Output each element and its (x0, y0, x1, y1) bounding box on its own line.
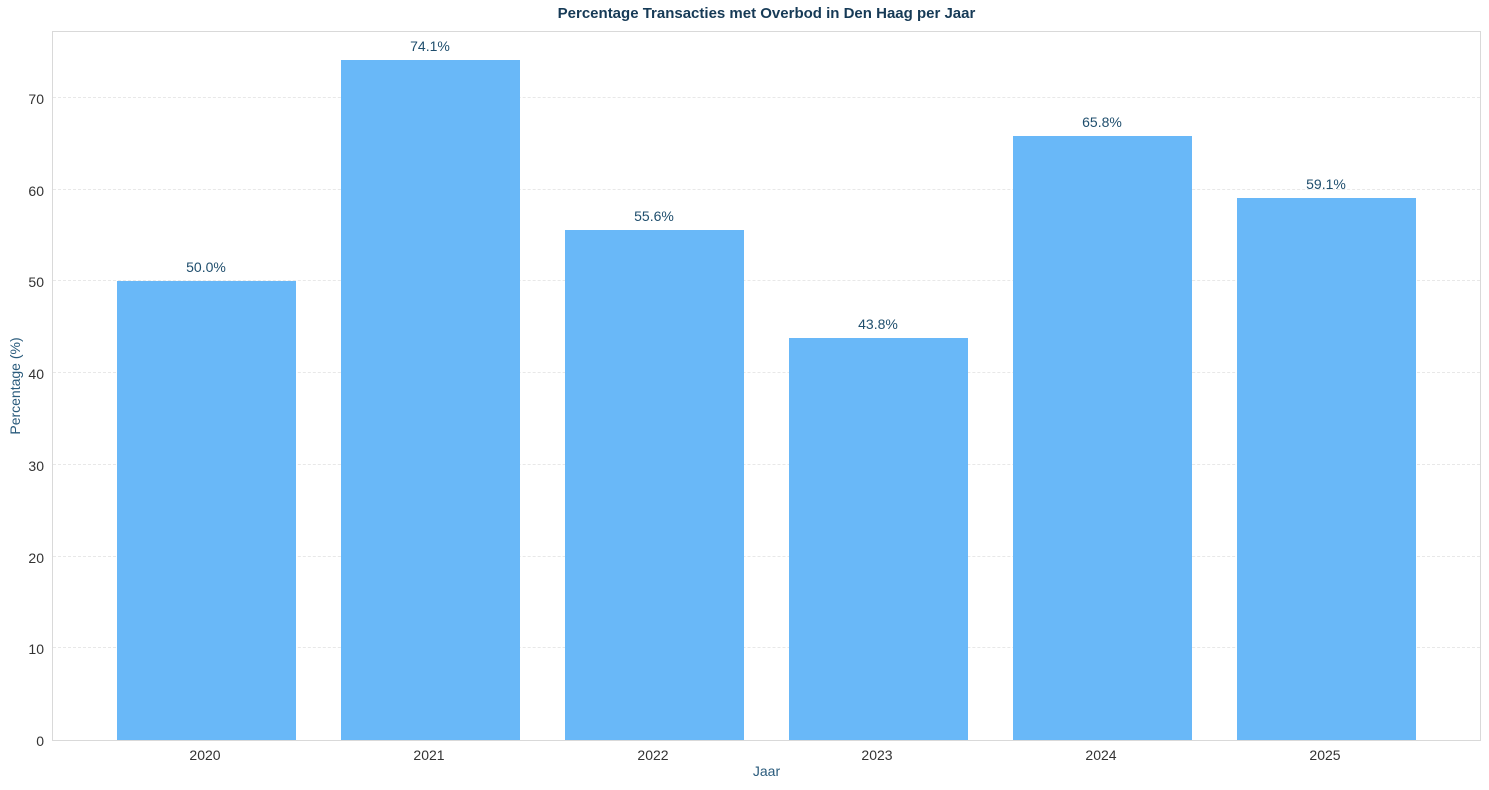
bar-2024 (1012, 136, 1192, 740)
gridline-10 (53, 647, 1480, 649)
y-axis-label: Percentage (%) (7, 337, 23, 435)
chart-title: Percentage Transacties met Overbod in De… (557, 5, 976, 22)
bar-2025 (1236, 197, 1416, 740)
gridline-40 (53, 372, 1480, 374)
value-label-2023: 43.8% (858, 316, 898, 333)
x-tick-label-2022: 2022 (637, 747, 669, 763)
y-tick-label-40: 40 (28, 366, 44, 383)
x-tick-label-2020: 2020 (189, 747, 221, 763)
bar-2022 (564, 229, 744, 740)
value-label-2025: 59.1% (1306, 175, 1346, 192)
x-tick-label-2023: 2023 (861, 747, 893, 763)
gridline-50 (53, 280, 1480, 282)
plot-area: 50.0% 74.1% 55.6% 43.8% 65.8% 59.1% (52, 31, 1481, 741)
y-tick-label-30: 30 (28, 457, 44, 474)
value-label-2024: 65.8% (1082, 114, 1122, 131)
gridline-60 (53, 188, 1480, 190)
y-tick-label-70: 70 (28, 90, 44, 107)
value-label-2020: 50.0% (186, 259, 226, 276)
y-tick-label-50: 50 (28, 274, 44, 291)
y-tick-label-10: 10 (28, 641, 44, 658)
gridline-30 (53, 463, 1480, 465)
y-tick-label-60: 60 (28, 182, 44, 199)
value-label-2021: 74.1% (410, 38, 450, 55)
bar-2023 (788, 338, 968, 740)
bar-2020 (116, 281, 296, 740)
bar-2021 (340, 60, 520, 740)
gridline-20 (53, 555, 1480, 557)
x-axis-label: Jaar (752, 763, 781, 779)
gridline-70 (53, 96, 1480, 98)
x-tick-label-2021: 2021 (413, 747, 445, 763)
value-label-2022: 55.6% (634, 207, 674, 224)
x-tick-label-2024: 2024 (1085, 747, 1117, 763)
y-tick-label-20: 20 (28, 549, 44, 566)
x-tick-label-2025: 2025 (1309, 747, 1341, 763)
y-tick-label-0: 0 (36, 733, 44, 749)
